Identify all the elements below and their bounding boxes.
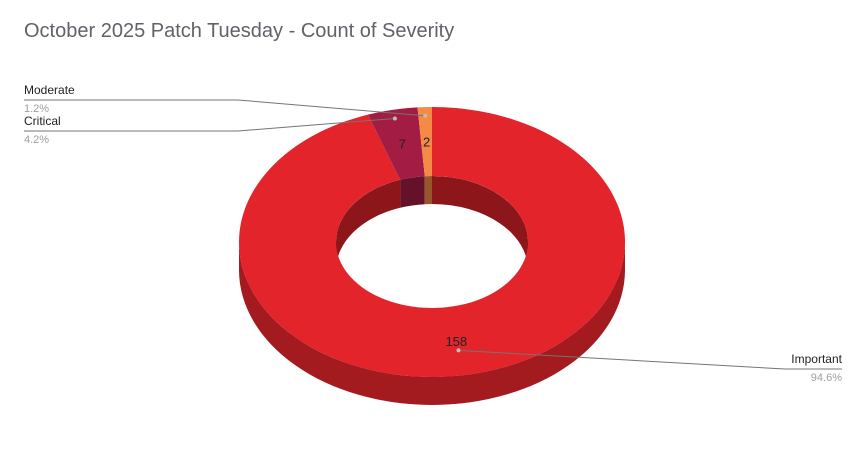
value-label-important: 158 — [445, 334, 467, 349]
slice-important — [239, 107, 626, 377]
legend-percent-critical: 4.2% — [24, 134, 49, 146]
legend-label-important: Important — [791, 352, 842, 366]
slice-inner-wall-important-1 — [336, 179, 401, 270]
chart-title: October 2025 Patch Tuesday - Count of Se… — [24, 20, 455, 42]
legend-label-moderate: Moderate — [24, 83, 75, 97]
value-label-moderate: 2 — [423, 135, 430, 150]
callout-dot-important — [456, 348, 461, 353]
legend-percent-important: 94.6% — [811, 372, 842, 384]
legend-label-critical: Critical — [24, 114, 61, 128]
slice-moderate — [417, 106, 432, 177]
slice-side-important — [239, 242, 625, 405]
slice-critical — [367, 107, 425, 180]
slice-inner-wall-important-0 — [432, 176, 528, 270]
callout-line-critical — [24, 118, 395, 132]
callout-dot-critical — [392, 116, 397, 121]
callout-dot-moderate — [423, 113, 428, 118]
slice-inner-wall-moderate-1 — [424, 176, 432, 205]
value-label-critical: 7 — [399, 137, 406, 152]
callout-line-moderate — [24, 99, 426, 117]
legend-percent-moderate: 1.2% — [24, 103, 49, 115]
callout-line-important — [458, 349, 842, 370]
slice-inner-wall-critical-1 — [400, 176, 425, 208]
